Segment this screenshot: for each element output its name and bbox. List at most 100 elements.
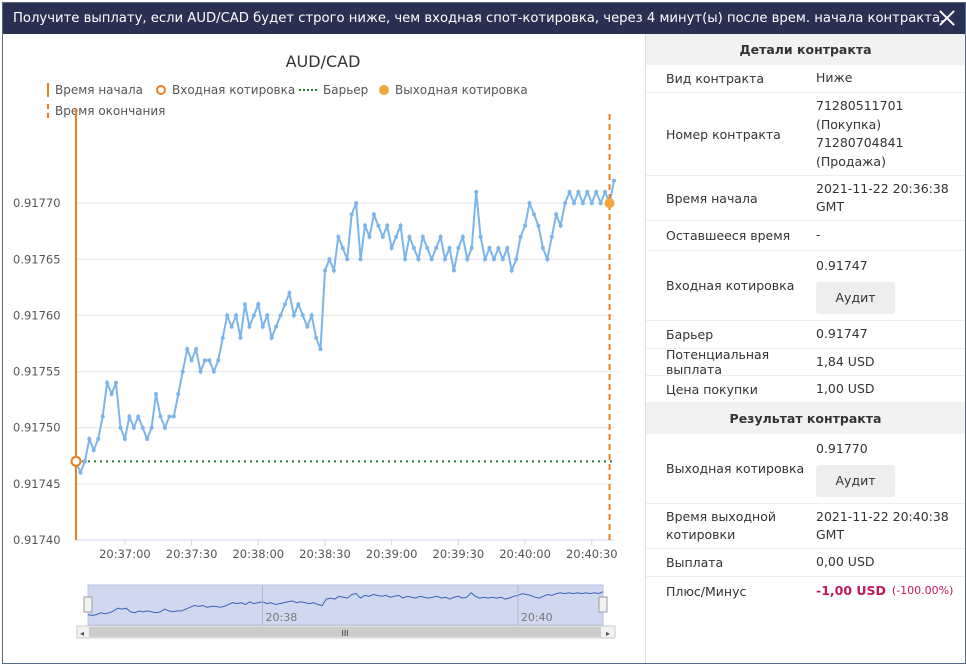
price-point — [438, 234, 443, 239]
y-tick-label: 0.91745 — [13, 477, 61, 491]
price-point — [527, 201, 532, 206]
navigator-label: 20:40 — [521, 611, 553, 624]
y-tick-label: 0.91765 — [13, 252, 61, 266]
price-point — [434, 246, 439, 251]
price-point — [305, 324, 310, 329]
price-point — [105, 380, 110, 385]
end-time-line-icon — [47, 104, 49, 118]
legend-entry-spot[interactable]: Входная котировка — [156, 83, 295, 97]
price-point — [229, 324, 234, 329]
price-point — [176, 392, 181, 397]
price-point — [523, 223, 528, 228]
x-tick-label: 20:40:30 — [566, 547, 618, 561]
price-point — [487, 246, 492, 251]
details-panel: Детали контракта Вид контракта Ниже Номе… — [645, 34, 965, 663]
profit-loss-percent: (-100.00%) — [891, 584, 954, 598]
row-value: 1,00 USD — [816, 380, 875, 396]
y-tick-label: 0.91740 — [13, 533, 61, 547]
price-point — [127, 414, 132, 419]
price-point — [594, 189, 599, 194]
price-point — [140, 425, 145, 430]
row-profit-loss: Плюс/Минус -1,00 USD (-100.00%) — [646, 577, 965, 606]
price-point — [162, 425, 167, 430]
price-point — [314, 335, 319, 340]
price-point — [469, 246, 474, 251]
price-point — [585, 189, 590, 194]
row-label: Выходная котировка — [666, 461, 805, 476]
price-point — [331, 268, 336, 273]
price-point — [211, 369, 216, 374]
price-point — [265, 313, 270, 318]
barrier-line-icon — [299, 89, 317, 91]
price-point — [296, 302, 301, 307]
price-point — [300, 313, 305, 318]
start-time-value: 2021-11-22 20:36:38 — [816, 180, 949, 196]
y-tick-label: 0.91750 — [13, 421, 61, 435]
row-entry-spot: Входная котировка 0.91747 Аудит — [646, 251, 965, 321]
price-point — [345, 257, 350, 262]
price-point — [180, 369, 185, 374]
row-exit-time: Время выходной котировки 2021-11-22 20:4… — [646, 504, 965, 549]
price-point — [207, 358, 212, 363]
price-point — [460, 234, 465, 239]
legend-end-time-label: Время окончания — [55, 104, 166, 118]
exit-spot-marker — [604, 198, 615, 209]
close-icon[interactable] — [937, 8, 957, 28]
legend-end-time[interactable]: Время окончания — [47, 104, 165, 118]
price-point — [100, 414, 105, 419]
x-tick-label: 20:40:00 — [499, 547, 551, 561]
price-point — [122, 436, 127, 441]
entry-spot-marker-icon — [156, 85, 166, 95]
row-label: Цена покупки — [666, 381, 758, 397]
price-point — [425, 246, 430, 251]
price-point — [363, 223, 368, 228]
price-point — [96, 436, 101, 441]
legend-exit-spot-label: Выходная котировка — [395, 83, 528, 97]
start-time-tz: GMT — [816, 199, 845, 214]
price-point — [603, 189, 608, 194]
price-point — [447, 246, 452, 251]
price-point — [416, 257, 421, 262]
price-point — [194, 347, 199, 352]
legend-barrier[interactable]: Барьер — [299, 83, 368, 97]
price-point — [456, 246, 461, 251]
exit-spot-marker-icon — [379, 85, 389, 95]
entry-audit-button[interactable]: Аудит — [816, 281, 895, 314]
navigator-handle[interactable] — [598, 596, 608, 613]
price-point — [563, 201, 568, 206]
chart-panel: AUD/CAD Время начала Входная котировка Б… — [3, 34, 643, 663]
price-point — [287, 290, 292, 295]
scrollbar-grip-icon: III — [341, 629, 348, 638]
price-point — [571, 201, 576, 206]
contract-number-buy-note: (Покупка) — [816, 116, 882, 132]
price-point — [580, 201, 585, 206]
navigator-label: 20:38 — [266, 611, 298, 624]
price-point — [225, 313, 230, 318]
row-barrier: Барьер 0.91747 — [646, 321, 965, 349]
scroll-left-arrow-icon[interactable]: ◂ — [80, 629, 84, 638]
x-tick-label: 20:39:30 — [433, 547, 485, 561]
price-point — [158, 414, 163, 419]
row-value: 0.91747 — [816, 326, 868, 342]
scroll-right-arrow-icon[interactable]: ▸ — [606, 629, 610, 638]
price-point — [309, 313, 314, 318]
price-point — [474, 189, 479, 194]
price-point — [216, 358, 221, 363]
navigator-handle[interactable] — [83, 596, 93, 613]
legend-start-time[interactable]: Время начала — [47, 83, 143, 97]
x-tick-label: 20:37:30 — [166, 547, 218, 561]
row-value: 0,00 USD — [816, 554, 875, 570]
price-point — [198, 369, 203, 374]
row-label: Время выходной котировки — [646, 504, 816, 548]
price-point — [358, 257, 363, 262]
price-point — [371, 212, 376, 217]
price-point — [380, 234, 385, 239]
legend-exit-spot[interactable]: Выходная котировка — [379, 83, 528, 97]
row-remaining-time: Оставшееся время - — [646, 221, 965, 251]
exit-audit-button[interactable]: Аудит — [816, 464, 895, 497]
row-value: 2021-11-22 20:40:38 GMT — [816, 504, 965, 548]
price-point — [256, 302, 261, 307]
price-point — [411, 246, 416, 251]
row-label: Входная котировка — [666, 278, 795, 293]
price-series-line — [75, 180, 615, 476]
